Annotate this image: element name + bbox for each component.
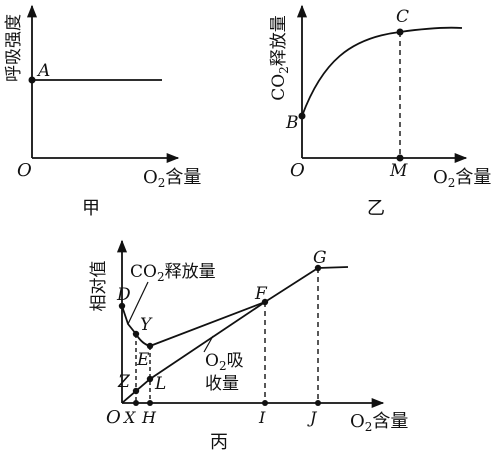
bing-label-f: F: [254, 284, 268, 304]
yi-caption: 乙: [367, 198, 385, 219]
bing-point-y: [132, 330, 140, 338]
yi-label-m: M: [389, 161, 408, 181]
bing-co2-curve-start: [121, 305, 137, 335]
bing-point-z: [132, 387, 140, 395]
bing-label-z: Z: [117, 372, 131, 392]
bing-label-g: G: [313, 248, 327, 268]
jia-caption: 甲: [82, 198, 100, 219]
yi-origin: O: [290, 160, 305, 181]
yi-point-m: [396, 154, 404, 162]
bing-label-h: H: [141, 408, 157, 427]
yi-label-b: B: [285, 113, 299, 133]
bing-co2-curve: [149, 266, 349, 347]
yi-co2-curve: [301, 26, 463, 117]
bing-tick-x: [133, 400, 139, 406]
bing-label-j: J: [307, 408, 318, 427]
jia-origin: O: [17, 160, 32, 181]
bing-o2-line: [149, 301, 266, 380]
bing-label-e: E: [136, 350, 150, 370]
bing-label-d: D: [116, 285, 131, 305]
bing-co2-label: CO2释放量: [130, 262, 216, 284]
bing-tick-j: [315, 400, 321, 406]
bing-caption: 丙: [210, 432, 228, 453]
bing-co2-pointer: [127, 281, 149, 325]
bing-o2-label-line2: 收量: [205, 374, 239, 394]
bing-y-label: 相对值: [89, 261, 109, 312]
panel-bing: 相对值 D Y E Z L F G: [89, 239, 408, 453]
bing-tick-h: [147, 400, 153, 406]
panel-jia: 呼吸强度 A O O2含量 甲: [4, 4, 201, 219]
bing-x-label: O2含量: [350, 411, 408, 434]
bing-label-x: X: [122, 408, 136, 427]
jia-label-a: A: [36, 61, 50, 81]
bing-origin: O: [106, 407, 121, 428]
panel-yi: CO2释放量 B C O M O2含量 乙: [269, 4, 491, 219]
bing-label-y: Y: [140, 315, 153, 335]
bing-o2-label-line1: O2吸: [205, 351, 244, 373]
yi-point-c: [396, 28, 404, 36]
yi-point-b: [298, 112, 306, 120]
jia-point-a: [28, 76, 36, 84]
jia-x-label: O2含量: [143, 167, 201, 190]
yi-y-label: CO2释放量: [269, 15, 291, 101]
bing-tick-i: [262, 400, 268, 406]
jia-y-label: 呼吸强度: [4, 14, 24, 82]
bing-o2-pointer: [203, 335, 214, 353]
bing-point-g: [314, 264, 322, 272]
bing-point-f: [261, 298, 269, 306]
yi-label-c: C: [396, 7, 409, 27]
bing-point-d: [118, 302, 126, 310]
bing-label-i: I: [258, 408, 266, 427]
yi-x-label: O2含量: [433, 167, 491, 190]
bing-point-e: [146, 342, 154, 350]
bing-point-l: [146, 375, 154, 383]
bing-label-l: L: [154, 374, 166, 394]
